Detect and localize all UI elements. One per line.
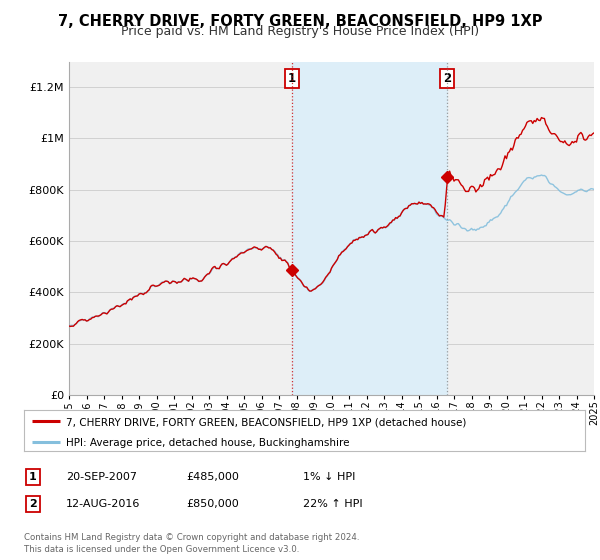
Text: Contains HM Land Registry data © Crown copyright and database right 2024.: Contains HM Land Registry data © Crown c… [24, 533, 359, 542]
Text: This data is licensed under the Open Government Licence v3.0.: This data is licensed under the Open Gov… [24, 545, 299, 554]
Text: 1% ↓ HPI: 1% ↓ HPI [303, 472, 355, 482]
Text: 1: 1 [287, 72, 296, 85]
Text: 2: 2 [443, 72, 451, 85]
Text: 1: 1 [29, 472, 37, 482]
Text: 7, CHERRY DRIVE, FORTY GREEN, BEACONSFIELD, HP9 1XP (detached house): 7, CHERRY DRIVE, FORTY GREEN, BEACONSFIE… [66, 417, 466, 427]
Text: £485,000: £485,000 [186, 472, 239, 482]
Text: HPI: Average price, detached house, Buckinghamshire: HPI: Average price, detached house, Buck… [66, 438, 350, 448]
Bar [292, 62, 448, 395]
Text: 2: 2 [29, 499, 37, 509]
Text: £850,000: £850,000 [186, 499, 239, 509]
Text: 7, CHERRY DRIVE, FORTY GREEN, BEACONSFIELD, HP9 1XP: 7, CHERRY DRIVE, FORTY GREEN, BEACONSFIE… [58, 14, 542, 29]
Text: 20-SEP-2007: 20-SEP-2007 [66, 472, 137, 482]
Text: 12-AUG-2016: 12-AUG-2016 [66, 499, 140, 509]
Text: 22% ↑ HPI: 22% ↑ HPI [303, 499, 362, 509]
Text: Price paid vs. HM Land Registry's House Price Index (HPI): Price paid vs. HM Land Registry's House … [121, 25, 479, 38]
